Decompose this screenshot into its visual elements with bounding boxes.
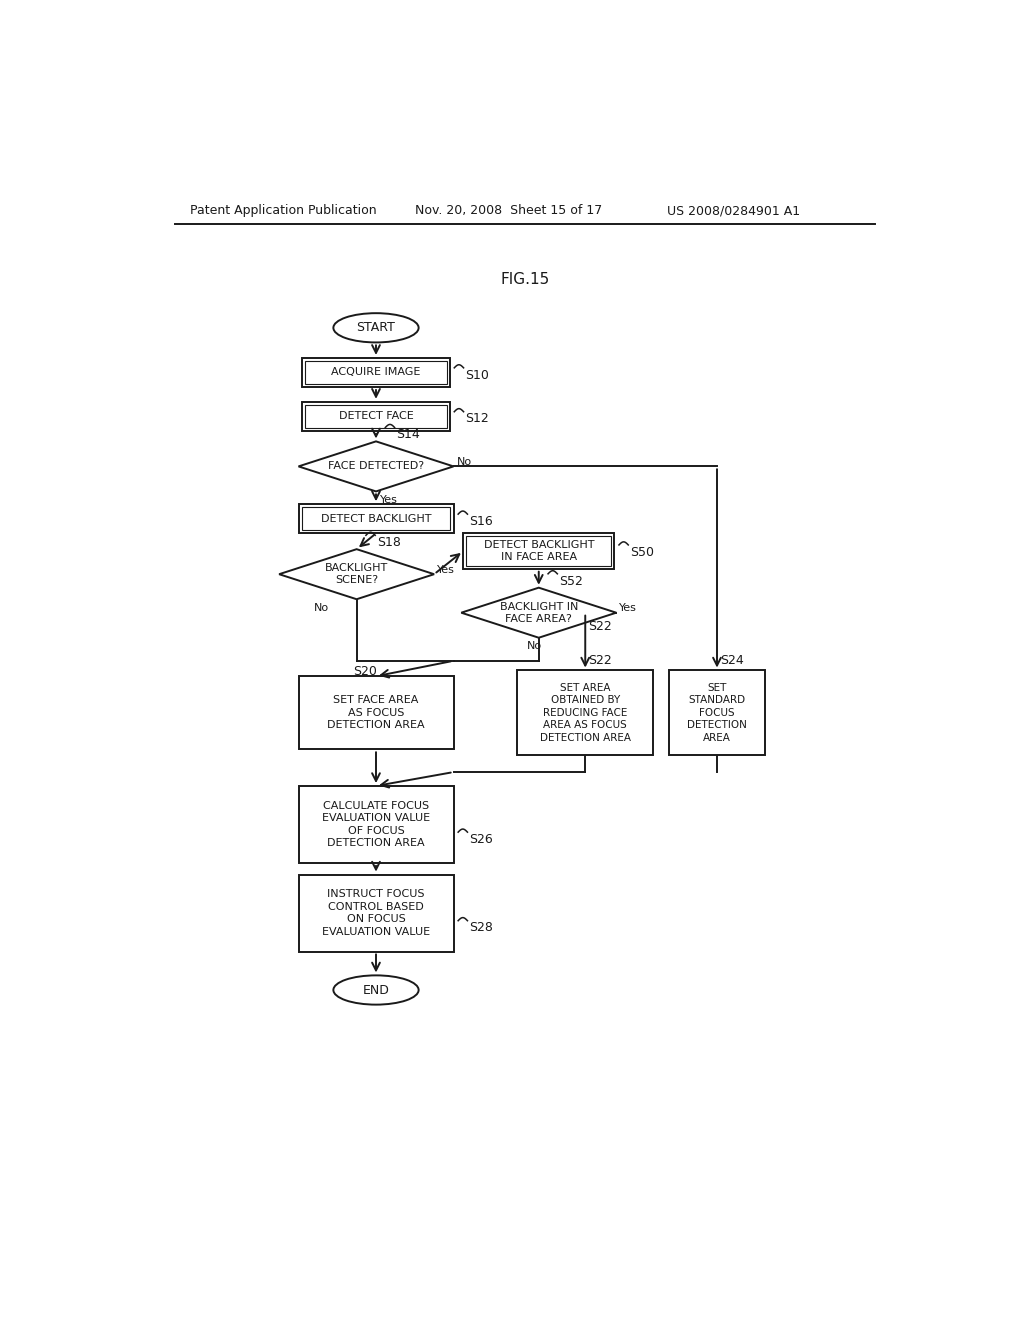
Bar (517, 671, 653, 755)
Text: Yes: Yes (437, 565, 455, 576)
Bar (463, 533, 614, 569)
Text: FIG.15: FIG.15 (500, 272, 550, 288)
Bar (305, 360, 446, 384)
Bar (669, 671, 765, 755)
Text: S20: S20 (352, 665, 377, 677)
Text: S22: S22 (589, 653, 612, 667)
Text: S12: S12 (465, 412, 488, 425)
Bar (466, 536, 611, 566)
Bar (302, 507, 451, 531)
Bar (299, 874, 454, 952)
Text: DETECT FACE: DETECT FACE (339, 412, 414, 421)
Text: Yes: Yes (380, 495, 397, 504)
Text: S50: S50 (630, 545, 653, 558)
Text: INSTRUCT FOCUS
CONTROL BASED
ON FOCUS
EVALUATION VALUE: INSTRUCT FOCUS CONTROL BASED ON FOCUS EV… (322, 890, 430, 937)
Text: S16: S16 (469, 515, 493, 528)
Text: BACKLIGHT
SCENE?: BACKLIGHT SCENE? (325, 564, 388, 585)
Text: SET
STANDARD
FOCUS
DETECTION
AREA: SET STANDARD FOCUS DETECTION AREA (687, 682, 746, 743)
Text: ACQUIRE IMAGE: ACQUIRE IMAGE (332, 367, 421, 378)
Ellipse shape (334, 975, 419, 1005)
Text: Yes: Yes (620, 603, 637, 614)
Polygon shape (299, 441, 454, 491)
Text: S22: S22 (589, 620, 612, 634)
Text: SET AREA
OBTAINED BY
REDUCING FACE
AREA AS FOCUS
DETECTION AREA: SET AREA OBTAINED BY REDUCING FACE AREA … (540, 682, 631, 743)
Text: Patent Application Publication: Patent Application Publication (190, 205, 377, 218)
Text: Nov. 20, 2008  Sheet 15 of 17: Nov. 20, 2008 Sheet 15 of 17 (415, 205, 602, 218)
Text: No: No (457, 457, 472, 467)
Bar (299, 785, 454, 863)
Text: S10: S10 (465, 368, 489, 381)
Text: S28: S28 (469, 921, 493, 935)
Text: S26: S26 (469, 833, 493, 846)
Bar (299, 504, 454, 533)
Text: US 2008/0284901 A1: US 2008/0284901 A1 (667, 205, 800, 218)
Text: S14: S14 (396, 428, 420, 441)
Bar (299, 676, 454, 750)
Text: CALCULATE FOCUS
EVALUATION VALUE
OF FOCUS
DETECTION AREA: CALCULATE FOCUS EVALUATION VALUE OF FOCU… (322, 801, 430, 847)
Polygon shape (461, 587, 616, 638)
Text: FACE DETECTED?: FACE DETECTED? (328, 462, 424, 471)
Text: BACKLIGHT IN
FACE AREA?: BACKLIGHT IN FACE AREA? (500, 602, 578, 624)
Text: START: START (356, 321, 395, 334)
Bar (305, 405, 446, 428)
Bar (302, 401, 450, 430)
Text: END: END (362, 983, 389, 997)
Text: S52: S52 (559, 574, 583, 587)
Text: SET FACE AREA
AS FOCUS
DETECTION AREA: SET FACE AREA AS FOCUS DETECTION AREA (328, 696, 425, 730)
Bar (302, 358, 450, 387)
Text: DETECT BACKLIGHT
IN FACE AREA: DETECT BACKLIGHT IN FACE AREA (483, 540, 594, 562)
Text: DETECT BACKLIGHT: DETECT BACKLIGHT (321, 513, 431, 524)
Text: S24: S24 (720, 653, 743, 667)
Text: No: No (314, 603, 329, 612)
Polygon shape (280, 549, 434, 599)
Text: No: No (527, 640, 543, 651)
Ellipse shape (334, 313, 419, 342)
Text: S18: S18 (377, 536, 400, 549)
